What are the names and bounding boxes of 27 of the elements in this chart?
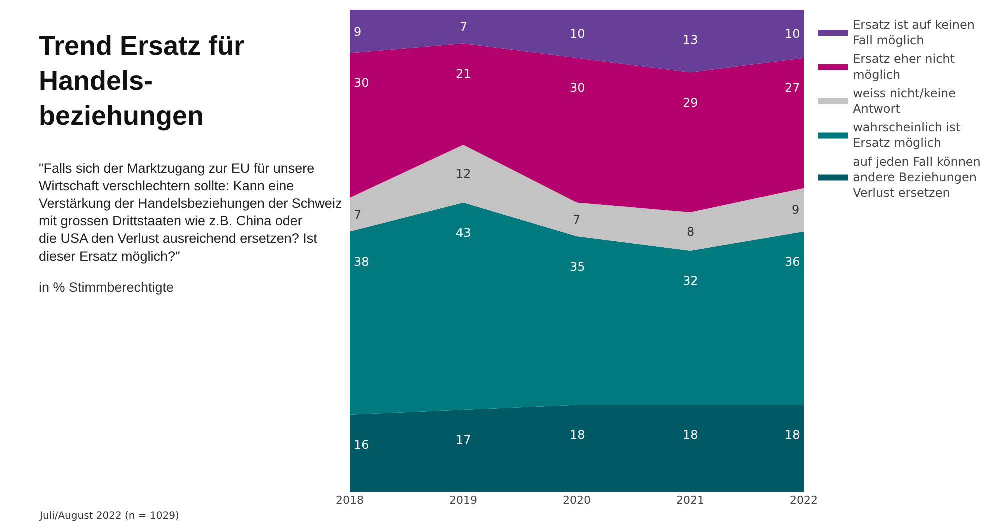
text: "Falls sich der Marktzugang zur EU für unsere Wirtschaft verschlechtern sollte: Kann eine Verstärkung der Handelsbeziehungen der Schweiz mit grossen Drittstaaten wie z.B. China oder die USA den Verlust ausreichend ersetzen? Ist dieser Ersatz möglich?"	[39, 161, 342, 264]
x-tick-label: 2019	[450, 494, 478, 507]
data-label: 27	[785, 81, 800, 95]
data-label: 16	[354, 438, 370, 452]
legend-label: auf jeden Fall können andere Beziehungen Verlust ersetzen	[853, 154, 981, 200]
data-label: 10	[785, 27, 800, 41]
x-tick-label: 2022	[790, 494, 818, 507]
data-label: 30	[354, 76, 370, 90]
data-label: 7	[460, 20, 468, 34]
data-label: 12	[456, 167, 472, 181]
text: Trend Ersatz für Handels-beziehungen	[39, 31, 246, 132]
data-label: 18	[785, 428, 800, 442]
data-label: 18	[570, 428, 586, 442]
legend-label: Ersatz ist auf keinen Fall möglich	[853, 18, 975, 48]
x-tick-label: 2021	[676, 494, 704, 507]
data-label: 13	[683, 33, 698, 47]
x-tick-label: 2018	[336, 494, 364, 507]
text: Juli/August 2022 (n = 1029)	[39, 511, 180, 521]
data-label: 17	[456, 433, 472, 447]
x-tick-label: 2020	[563, 494, 591, 507]
data-label: 9	[354, 25, 362, 39]
text: in % Stimmberechtigte	[39, 280, 174, 295]
data-label: 10	[570, 27, 586, 41]
data-label: 30	[570, 81, 586, 95]
data-label: 29	[683, 96, 698, 110]
data-label: 21	[456, 67, 472, 81]
data-label: 18	[683, 428, 698, 442]
